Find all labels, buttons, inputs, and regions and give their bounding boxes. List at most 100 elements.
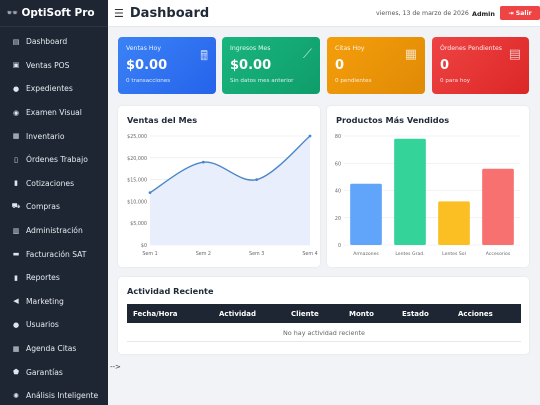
boxes-icon: ▦ [12,132,20,141]
activity-title: Actividad Reciente [127,286,214,296]
products-chart-panel: Productos Más Vendidos 0 20 40 60 80 Armazone… [327,106,529,267]
sales-chart-panel: Ventas del Mes $0 $5,000 $10,000 $15,000 $20… [118,106,320,267]
y-tick-label: 0 [338,243,341,249]
sidebar-item-analisis-inteligente[interactable]: ✺ Análisis Inteligente [0,384,108,405]
sidebar-item-dashboard[interactable]: ▤ Dashboard [0,30,108,54]
clipboard-icon: ▤ [508,47,521,62]
brand[interactable]: 👓 OptiSoft Pro [0,0,108,27]
sidebar-item-label: Agenda Citas [26,344,77,354]
stray-text: --> [110,363,121,371]
dashboard-icon: ▤ [12,37,20,46]
activity-table-header: Fecha/Hora Actividad Cliente Monto Estad… [127,304,521,323]
sidebar-item-ordenes-trabajo[interactable]: ▯ Órdenes Trabajo [0,148,108,172]
card-label: Ingresos Mes [230,45,271,52]
sidebar-item-usuarios[interactable]: ● Usuarios [0,313,108,337]
bar [482,168,514,245]
sidebar-item-label: Ventas POS [26,60,70,70]
card-citas-hoy: Citas Hoy 0 0 pendientes ▦ [327,37,425,94]
card-value: 0 [335,58,345,73]
y-tick-label: $15,000 [127,178,147,184]
card-sub: 0 pendientes [335,78,372,84]
sidebar-item-garantias[interactable]: ⬟ Garantías [0,360,108,384]
series-line [149,135,311,194]
sidebar-item-label: Facturación SAT [26,249,87,259]
bar [438,201,470,245]
sidebar-item-ventas-pos[interactable]: ▣ Ventas POS [0,54,108,78]
logout-button[interactable]: ⇥ Salir [500,6,540,20]
sidebar-item-label: Órdenes Trabajo [26,155,88,165]
y-tick-label: $25,000 [127,134,147,140]
data-point [255,178,259,181]
sidebar-item-cotizaciones[interactable]: ▮ Cotizaciones [0,172,108,196]
sidebar-item-label: Usuarios [26,320,59,330]
sidebar-item-examen-visual[interactable]: ◉ Examen Visual [0,101,108,125]
card-ventas-hoy: Ventas Hoy $0.00 0 transacciones 🖩 [118,37,216,94]
sidebar-item-reportes[interactable]: ▮ Reportes [0,266,108,290]
card-label: Citas Hoy [335,45,365,52]
clipboard-icon: ▯ [14,155,18,164]
trend-icon: ⟋ [302,47,312,62]
megaphone-icon: ◀ [13,297,19,306]
y-tick-label: $0 [141,243,147,249]
y-tick-label: $5,000 [130,221,147,227]
brand-name: OptiSoft Pro [21,7,95,19]
sales-line-chart: $0 $5,000 $10,000 $15,000 $20,000 $25,000 Sem … [127,134,317,257]
sidebar-item-administracion[interactable]: ▥ Administración [0,219,108,243]
column-header: Estado [402,310,429,318]
sidebar-item-marketing[interactable]: ◀ Marketing [0,290,108,314]
eye-icon: ◉ [12,108,20,117]
card-value: $0.00 [230,58,272,73]
x-tick-label: Lentes Sol [442,251,466,257]
sidebar-item-inventario[interactable]: ▦ Inventario [0,124,108,148]
topbar: ☰ Dashboard viernes, 13 de marzo de 2026… [108,0,540,27]
users-icon: ● [12,84,20,93]
sidebar-nav: ▤ Dashboard ▣ Ventas POS ● Expedientes ◉ Examen… [0,30,108,405]
x-tick-label: Accesorios [486,251,511,257]
sidebar-item-label: Examen Visual [26,108,82,118]
report-icon: ▮ [14,273,18,282]
x-tick-label: Sem 1 [142,251,157,257]
products-bar-chart: 0 20 40 60 80 Armazones Lentes Grad. Lentes Sol… [335,134,520,257]
sidebar-item-agenda-citas[interactable]: ▦ Agenda Citas [0,337,108,361]
brain-icon: ✺ [13,391,19,400]
current-date: viernes, 13 de marzo de 2026 [376,10,469,17]
cash-register-icon: 🖩 [200,49,208,64]
column-header: Actividad [219,310,257,318]
page-title: Dashboard [129,5,210,21]
sidebar-item-facturacion-sat[interactable]: ▬ Facturación SAT [0,242,108,266]
series-area [150,136,310,245]
sidebar-item-label: Dashboard [26,37,68,47]
activity-panel: Actividad Reciente Fecha/Hora Actividad … [118,277,529,354]
sidebar-item-label: Análisis Inteligente [26,391,99,401]
calendar-icon: ▦ [404,47,417,62]
cart-icon: ⛟ [11,202,21,211]
card-label: Órdenes Pendientes [440,45,503,52]
sidebar-item-label: Inventario [26,131,65,141]
y-tick-label: 20 [335,216,341,222]
sidebar-item-label: Expedientes [26,84,73,94]
y-tick-label: 40 [335,189,341,195]
sidebar-item-label: Compras [26,202,60,212]
card-ingresos-mes: Ingresos Mes $0.00 Sin datos mes anterio… [222,37,320,94]
sidebar-item-compras[interactable]: ⛟ Compras [0,195,108,219]
user-cog-icon: ● [12,320,20,329]
data-point [201,160,205,164]
data-point [308,134,312,138]
y-tick-label: $10,000 [127,199,147,205]
shield-icon: ⬟ [12,368,20,377]
sales-chart-title: Ventas del Mes [127,115,198,125]
x-tick-label: Armazones [353,251,379,257]
cash-register-icon: ▣ [12,61,20,70]
x-tick-label: Sem 2 [196,251,211,257]
card-label: Ventas Hoy [126,45,161,52]
sidebar-item-label: Reportes [26,273,60,283]
sidebar-item-expedientes[interactable]: ● Expedientes [0,77,108,101]
user-name: Admin [472,10,495,18]
sidebar-item-label: Marketing [26,296,64,306]
menu-toggle-icon[interactable]: ☰ [114,6,124,20]
chart-icon: ▥ [12,226,20,235]
column-header: Cliente [291,310,319,318]
card-sub: 0 para hoy [440,78,471,84]
bar [350,183,382,245]
y-tick-label: 60 [335,161,341,167]
